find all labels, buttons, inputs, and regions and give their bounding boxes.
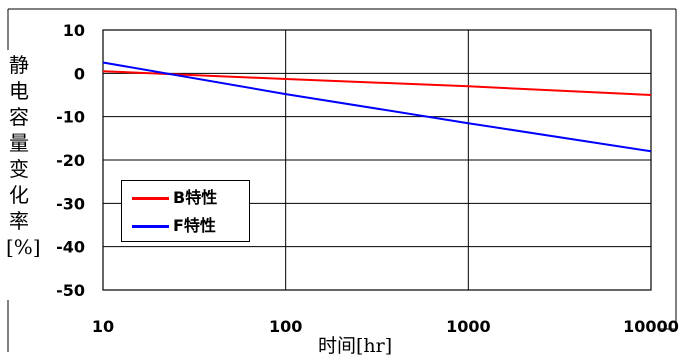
x-tick-label-3: 10000 xyxy=(623,317,679,336)
y-tick-label-2: -10 xyxy=(56,108,85,127)
y-tick-label-1: 0 xyxy=(74,64,85,83)
legend-item-f: F特性 xyxy=(122,215,249,237)
y-tick-label-0: 10 xyxy=(63,21,85,40)
y-tick-label-5: -40 xyxy=(56,238,85,257)
legend-item-b: B特性 xyxy=(122,187,249,209)
x-tick-label-0: 10 xyxy=(92,317,114,336)
legend-swatch-f xyxy=(132,225,169,228)
legend: B特性 F特性 xyxy=(121,180,250,242)
legend-swatch-b xyxy=(132,197,169,200)
y-tick-label-3: -20 xyxy=(56,151,85,170)
x-tick-label-1: 100 xyxy=(269,317,302,336)
x-tick-label-2: 1000 xyxy=(446,317,491,336)
legend-label-b: B特性 xyxy=(173,188,218,207)
series-line-1 xyxy=(102,61,652,153)
y-axis-label: 静电容量变化率[%] xyxy=(6,53,41,259)
legend-label-f: F特性 xyxy=(173,216,216,235)
x-axis-label: 时间[hr] xyxy=(318,335,393,357)
y-tick-label-4: -30 xyxy=(56,194,85,213)
y-tick-label-6: -50 xyxy=(56,281,85,300)
plot-border xyxy=(102,29,652,291)
series-line-0 xyxy=(102,70,652,96)
